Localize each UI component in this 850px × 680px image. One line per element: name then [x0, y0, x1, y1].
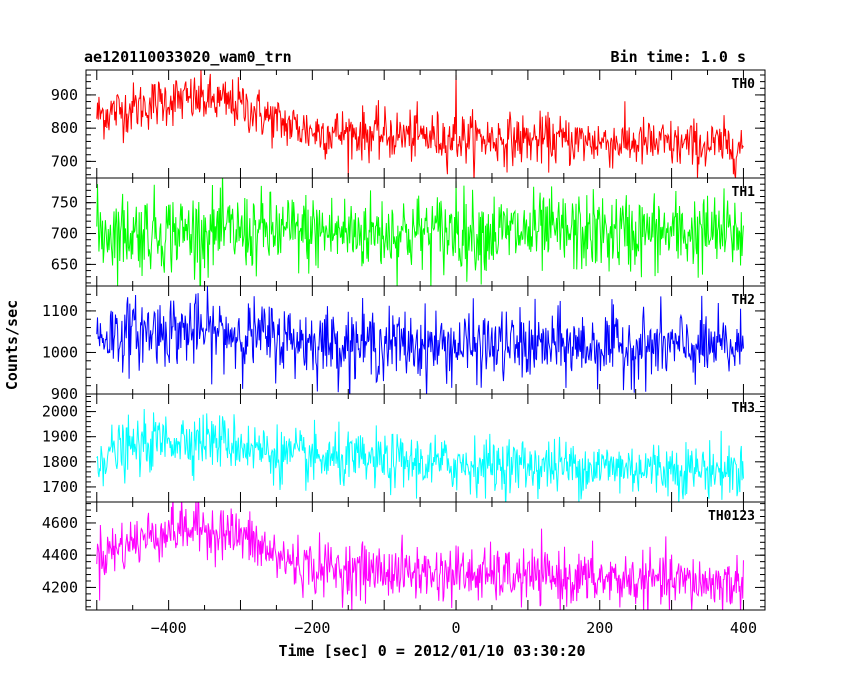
x-tick-label: −400	[151, 619, 187, 637]
x-tick-label: −200	[294, 619, 330, 637]
x-tick-label: 200	[586, 619, 613, 637]
x-tick-label: 0	[452, 619, 461, 637]
panels-layer: 700 800 900 TH0 650 700 750 TH1 900 1000 1100 TH2 17…	[42, 69, 766, 611]
y-tick-label: 1900	[42, 428, 78, 446]
panel-label-th0123: TH0123	[708, 509, 755, 524]
x-tick-labels: −400 −200 0 200 400	[151, 619, 757, 637]
y-tick-label: 4200	[42, 578, 78, 596]
y-tick-label: 700	[51, 225, 78, 243]
y-tick-label: 1000	[42, 343, 78, 361]
panel-th1: 650 700 750 TH1	[51, 177, 766, 287]
panel-th3: 1700 1800 1900 2000 TH3	[42, 393, 766, 503]
y-tick-label: 750	[51, 194, 78, 212]
panel-th0: 700 800 900 TH0	[51, 69, 766, 179]
panel-label-th3: TH3	[732, 401, 755, 416]
panel-label-th2: TH2	[732, 293, 755, 308]
series-line-th0	[96, 70, 744, 178]
y-tick-label: 900	[51, 385, 78, 403]
series-line-th2	[96, 286, 744, 394]
y-tick-label: 700	[51, 152, 78, 170]
x-axis-label: Time [sec] 0 = 2012/01/10 03:30:20	[278, 642, 585, 660]
y-tick-label: 650	[51, 255, 78, 273]
x-tick-label: 400	[730, 619, 757, 637]
series-line-th0123	[96, 502, 744, 610]
y-tick-label: 4600	[42, 514, 78, 532]
y-tick-label: 1100	[42, 302, 78, 320]
series-line-th3	[96, 409, 744, 502]
panel-frame	[85, 501, 766, 611]
panel-label-th0: TH0	[732, 77, 756, 92]
panel-th2: 900 1000 1100 TH2	[42, 285, 766, 403]
panel-th0123: 4200 4400 4600 TH0123	[42, 501, 766, 611]
series-line-th1	[96, 178, 744, 286]
y-tick-label: 4400	[42, 546, 78, 564]
y-axis-label: Counts/sec	[3, 300, 21, 390]
y-tick-label: 1800	[42, 453, 78, 471]
y-tick-label: 800	[51, 119, 78, 137]
y-tick-label: 2000	[42, 403, 78, 421]
y-tick-label: 1700	[42, 478, 78, 496]
bin-time-label: Bin time: 1.0 s	[611, 48, 746, 66]
chart-title: ae120110033020_wam0_trn	[84, 48, 292, 66]
panel-frame	[85, 69, 766, 179]
y-tick-label: 900	[51, 86, 78, 104]
panel-label-th1: TH1	[732, 185, 756, 200]
